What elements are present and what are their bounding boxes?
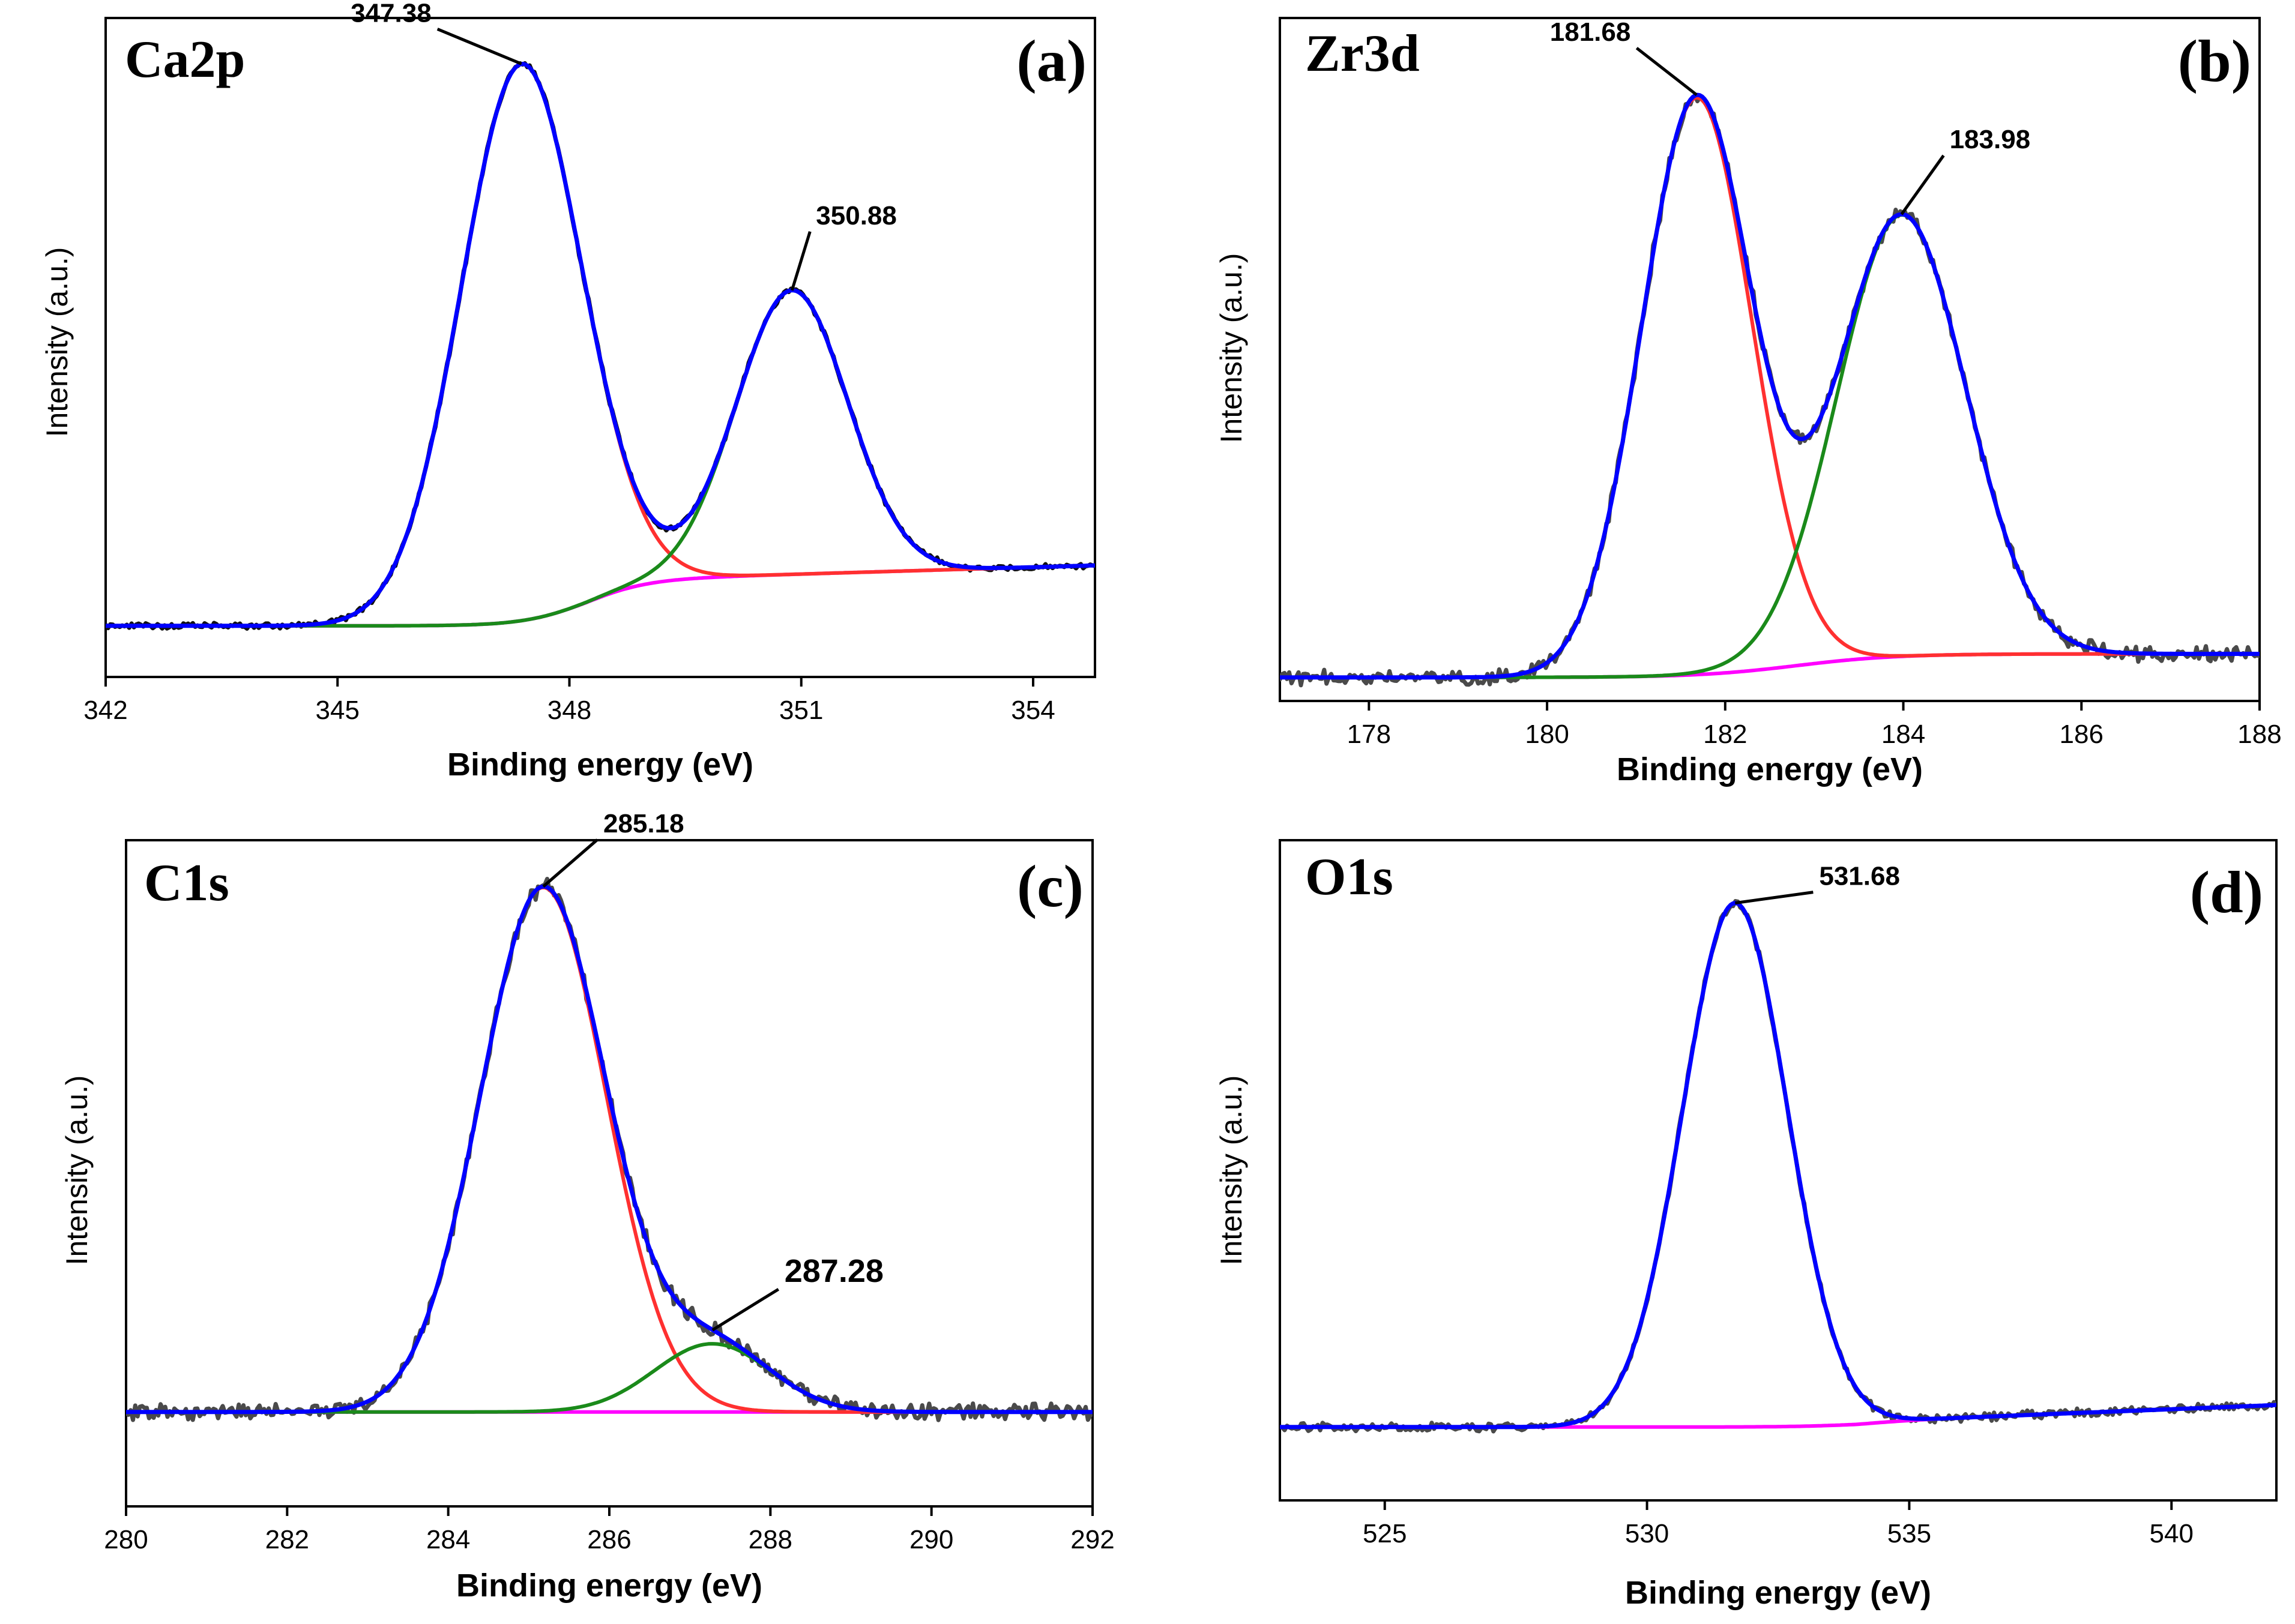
x-ticks: 525 530 535 540 <box>1363 1500 2194 1548</box>
series-fit <box>1280 901 2276 1430</box>
x-axis-label: Binding energy (eV) <box>1625 1575 1931 1611</box>
plot-area <box>126 877 1093 1422</box>
panel-letter: (d) <box>2190 859 2263 925</box>
x-axis-label: Binding energy (eV) <box>447 747 753 783</box>
panel-letter: (b) <box>2178 28 2251 94</box>
series-layer <box>106 61 1095 631</box>
peak-callout-line <box>790 231 812 291</box>
peak-label: 350.88 <box>816 201 897 230</box>
x-tick-label: 354 <box>1011 696 1055 725</box>
x-tick-label: 186 <box>2060 720 2103 749</box>
peak-label: 347.38 <box>351 0 432 28</box>
panel-letter: (c) <box>1017 853 1084 919</box>
x-tick-label: 290 <box>909 1525 953 1554</box>
series-fit <box>126 884 1093 1415</box>
peak-label: 285.18 <box>603 809 684 838</box>
peak-annotations: 347.38 350.88 <box>351 0 897 291</box>
plot-area <box>1280 899 2276 1434</box>
x-tick-label: 292 <box>1070 1525 1114 1554</box>
peak-label: 531.68 <box>1819 862 1900 891</box>
x-tick-label: 182 <box>1703 720 1747 749</box>
peak-label: 181.68 <box>1550 17 1631 47</box>
panel-c1s: 280 282 284 286 288 290 292 285.18 287.28 C1s (… <box>60 809 1115 1604</box>
y-axis-label: Intensity (a.u.) <box>40 247 74 438</box>
series-layer <box>1280 92 2260 688</box>
plot-area <box>106 61 1095 631</box>
x-tick-label: 351 <box>779 696 823 725</box>
panel-ca2p: 342 345 348 351 354 347.38 350.88 Ca2p (a) Bi… <box>40 0 1096 783</box>
peak-annotations: 531.68 <box>1735 862 1900 905</box>
peak-callout-line <box>1635 47 1698 97</box>
y-axis-label: Intensity (a.u.) <box>1214 253 1248 444</box>
x-tick-label: 286 <box>587 1525 631 1554</box>
peak-label: 183.98 <box>1950 125 2031 154</box>
x-tick-label: 348 <box>547 696 591 725</box>
x-tick-label: 178 <box>1347 720 1391 749</box>
peak-callout-line <box>542 838 599 888</box>
peak-callout-line <box>711 1288 780 1332</box>
x-tick-label: 535 <box>1887 1519 1931 1548</box>
panel-title: O1s <box>1305 848 1393 906</box>
series-layer <box>126 877 1093 1422</box>
peak-annotations: 285.18 287.28 <box>542 809 884 1332</box>
x-tick-label: 184 <box>1881 720 1925 749</box>
peak-callout-line <box>436 28 522 65</box>
series-fit <box>1280 92 2260 680</box>
panel-letter: (a) <box>1016 28 1087 94</box>
x-ticks: 280 282 284 286 288 290 292 <box>104 1506 1115 1554</box>
peak-label: 287.28 <box>785 1253 884 1289</box>
x-ticks: 178 180 182 184 186 188 <box>1347 701 2282 749</box>
panel-title: C1s <box>144 854 229 912</box>
series-fit <box>106 61 1095 628</box>
plot-frame <box>104 17 1096 678</box>
series-layer <box>1280 899 2276 1434</box>
plot-area <box>1280 92 2260 688</box>
x-tick-label: 280 <box>104 1525 148 1554</box>
x-tick-label: 342 <box>83 696 127 725</box>
x-tick-label: 525 <box>1363 1519 1407 1548</box>
panel-title: Ca2p <box>125 31 246 89</box>
plot-frame <box>1279 839 2278 1502</box>
panel-o1s: 525 530 535 540 531.68 O1s (d) Binding ener… <box>1214 839 2278 1611</box>
x-tick-label: 288 <box>749 1525 792 1554</box>
y-axis-label: Intensity (a.u.) <box>60 1075 94 1266</box>
x-ticks: 342 345 348 351 354 <box>83 677 1055 725</box>
x-tick-label: 284 <box>426 1525 470 1554</box>
plot-frame <box>1279 17 2261 702</box>
x-tick-label: 180 <box>1525 720 1569 749</box>
x-axis-label: Binding energy (eV) <box>456 1568 762 1604</box>
peak-callout-line <box>1735 891 1814 905</box>
panel-title: Zr3d <box>1305 25 1420 83</box>
x-tick-label: 345 <box>316 696 360 725</box>
x-tick-label: 188 <box>2237 720 2281 749</box>
peak-annotations: 181.68 183.98 <box>1550 17 2031 215</box>
x-tick-label: 540 <box>2150 1519 2194 1548</box>
y-axis-label: Intensity (a.u.) <box>1214 1075 1248 1266</box>
peak-callout-line <box>1900 154 1945 215</box>
x-axis-label: Binding energy (eV) <box>1617 751 1923 787</box>
x-tick-label: 530 <box>1625 1519 1669 1548</box>
x-tick-label: 282 <box>265 1525 309 1554</box>
panel-zr3d: 178 180 182 184 186 188 181.68 183.98 Zr3d (b)… <box>1214 17 2282 787</box>
